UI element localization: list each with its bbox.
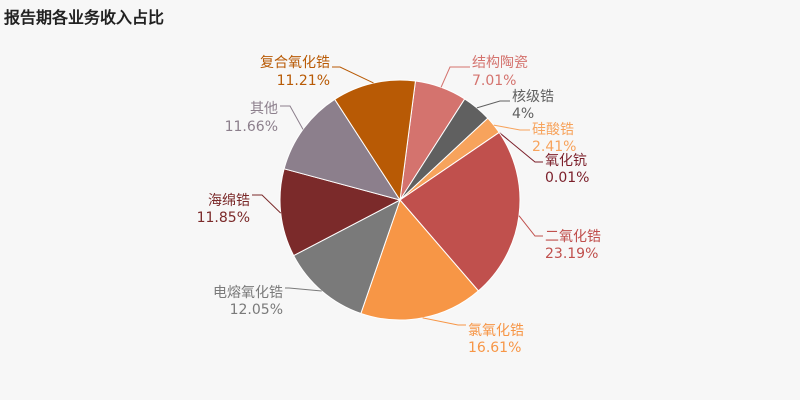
leader-line bbox=[285, 287, 322, 292]
slice-value-label: 23.19% bbox=[545, 246, 598, 262]
leader-line bbox=[498, 132, 543, 163]
leader-line bbox=[252, 194, 282, 214]
slice-value-label: 4% bbox=[512, 106, 534, 122]
leader-line bbox=[332, 66, 374, 84]
pie-slice bbox=[399, 131, 521, 292]
leader-line bbox=[440, 66, 470, 88]
slice-label: 其他 bbox=[250, 101, 278, 117]
slice-value-label: 16.61% bbox=[468, 340, 521, 356]
leader-line bbox=[518, 215, 543, 237]
leader-line bbox=[280, 105, 304, 130]
slice-value-label: 0.01% bbox=[545, 170, 589, 186]
slice-value-label: 12.05% bbox=[230, 302, 283, 318]
slice-value-label: 11.21% bbox=[277, 73, 330, 89]
pie-slice bbox=[283, 98, 402, 201]
slice-label: 电熔氧化锆 bbox=[213, 285, 283, 301]
slice-value-label: 11.85% bbox=[197, 210, 250, 226]
slice-value-label: 2.41% bbox=[532, 139, 576, 155]
slice-label: 海绵锆 bbox=[208, 192, 250, 209]
slice-value-label: 11.66% bbox=[225, 119, 278, 135]
pie-slice bbox=[334, 79, 417, 202]
leader-line bbox=[476, 100, 510, 109]
slice-value-label: 7.01% bbox=[472, 73, 516, 89]
slice-label: 核级锆 bbox=[512, 89, 554, 105]
slice-label: 复合氧化锆 bbox=[260, 54, 330, 71]
pie-slice bbox=[279, 168, 402, 257]
slice-label: 二氧化锆 bbox=[545, 229, 601, 245]
chart-title: 报告期各业务收入占比 bbox=[4, 8, 165, 27]
leader-line bbox=[422, 317, 466, 326]
leader-line bbox=[493, 124, 530, 131]
pie-slice bbox=[360, 199, 480, 321]
slice-label: 氧化钪 bbox=[545, 153, 587, 169]
slice-label: 结构陶瓷 bbox=[472, 55, 528, 71]
slice-label: 硅酸锆 bbox=[532, 122, 574, 138]
slice-label: 氯氧化锆 bbox=[468, 323, 524, 339]
